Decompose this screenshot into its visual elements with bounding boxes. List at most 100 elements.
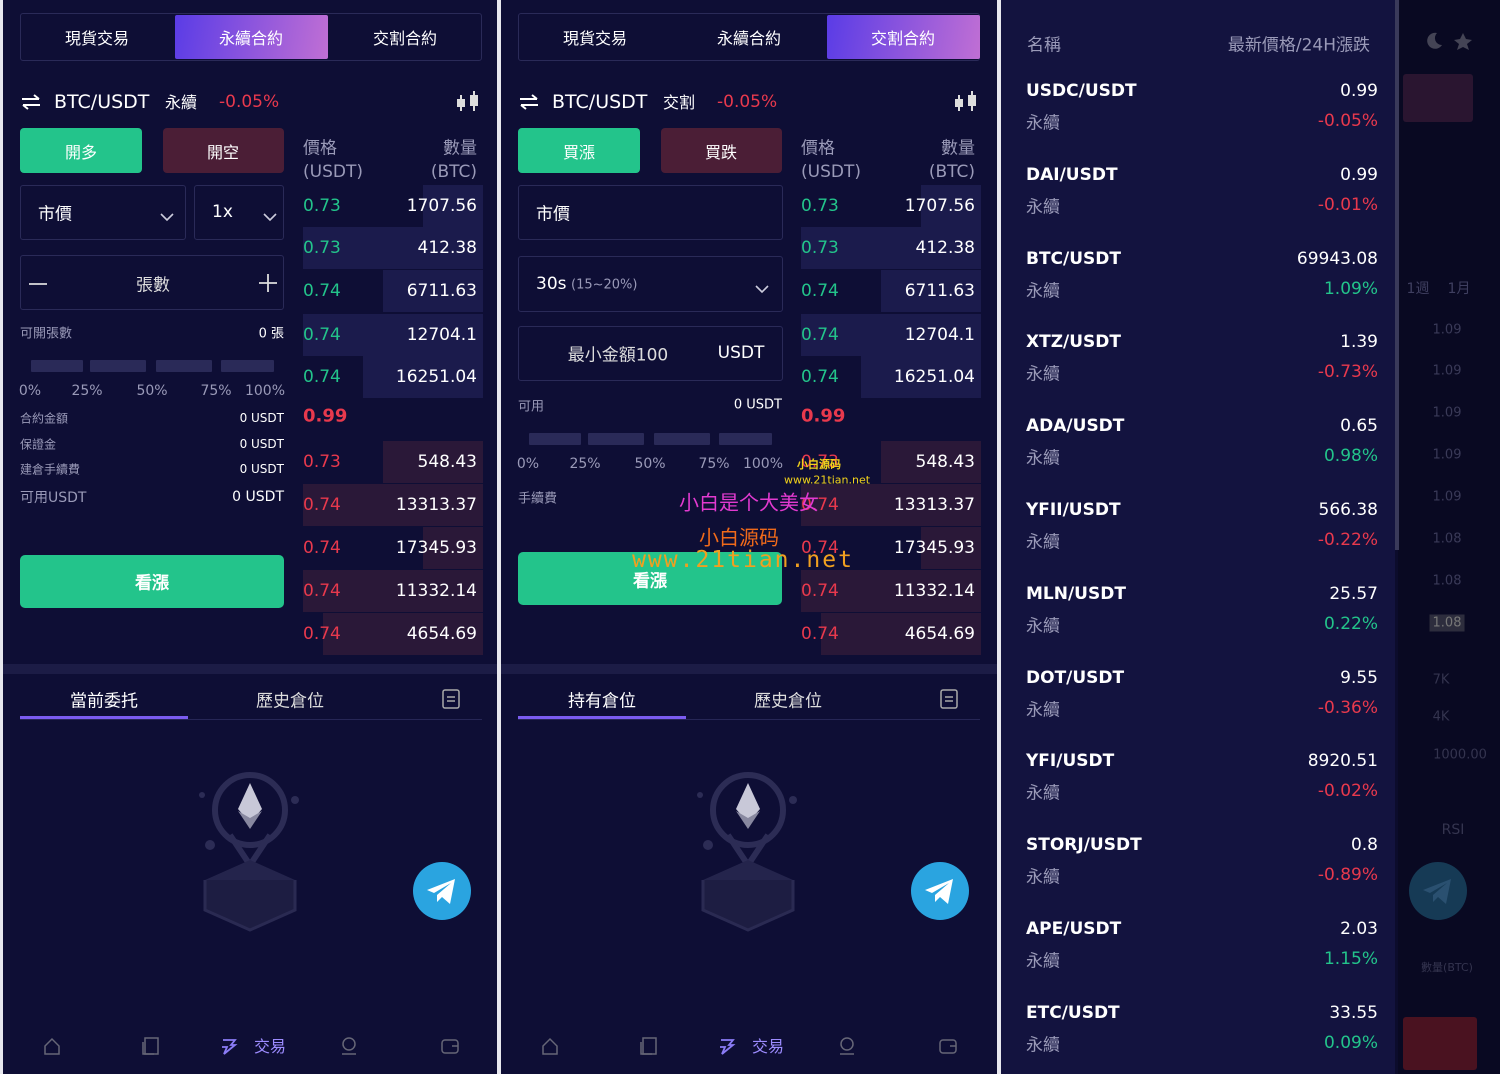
slider-segment[interactable] [719,433,772,445]
slider-segment[interactable] [221,360,274,372]
period[interactable]: 30s [536,274,567,294]
nav-icon[interactable] [440,1036,460,1056]
change[interactable]: -0.02% [1317,781,1378,802]
pair[interactable]: STORJ/USDT [1026,835,1142,856]
kline-icon[interactable] [953,90,979,114]
buy-label[interactable]: 買漲 [562,143,596,162]
nav-icon[interactable] [540,1036,560,1056]
slider-segment[interactable] [31,360,83,372]
slider-segment[interactable] [90,360,146,372]
contract-type[interactable]: 永續 [1026,448,1060,469]
sell-button[interactable] [163,128,284,173]
nav-icon[interactable] [837,1036,857,1056]
contract-type[interactable]: 永續 [1026,364,1060,385]
percent-label[interactable]: 0% [516,456,540,472]
percent-label[interactable]: 50% [136,383,168,399]
price[interactable]: 0.99 [1340,164,1378,185]
change[interactable]: -0.01% [1317,194,1378,215]
percent-label[interactable]: 75% [200,383,232,399]
amount-input[interactable] [518,326,783,381]
nav-label[interactable]: 交易 [752,1037,785,1056]
telegram-button[interactable] [413,862,471,920]
amount-unit[interactable]: USDT [717,343,765,363]
price[interactable]: 1.39 [1340,332,1378,353]
contract-type[interactable]: 永續 [1026,532,1060,553]
percent-label[interactable]: 25% [71,383,103,399]
nav-icon[interactable] [219,1036,239,1056]
percent-label[interactable]: 100% [742,456,784,472]
pair[interactable]: BTC/USDT [1026,248,1121,269]
buy-button[interactable] [518,128,640,173]
pair[interactable]: ETC/USDT [1026,1002,1120,1023]
nav-icon[interactable] [639,1036,659,1056]
period-range[interactable]: (15~20%) [571,277,638,293]
record-icon[interactable] [442,689,460,709]
price[interactable]: 9.55 [1340,667,1378,688]
record-icon[interactable] [940,689,958,709]
change[interactable]: 1.09% [1323,278,1378,299]
change[interactable]: -0.22% [1317,530,1378,550]
bottom-tab[interactable]: 持有倉位 [568,691,636,712]
submit-button[interactable] [20,555,284,608]
tab[interactable]: 永續合約 [218,29,284,48]
pair[interactable]: APE/USDT [1026,919,1122,939]
percent-label[interactable]: 75% [698,456,730,472]
order-type-input[interactable] [518,185,783,240]
change[interactable]: 0.98% [1323,446,1378,467]
tab[interactable]: 交割合約 [870,29,936,48]
order-type-select[interactable] [20,185,186,240]
change[interactable]: 1.15% [1323,949,1378,969]
kline-icon[interactable] [455,90,481,114]
change[interactable]: 0.22% [1323,613,1378,634]
change[interactable]: -0.05% [1317,111,1378,131]
nav-label[interactable]: 交易 [254,1037,287,1056]
price[interactable]: 0.65 [1340,416,1378,437]
plus[interactable] [258,273,278,293]
min-amount[interactable]: 最小金額100 [567,345,669,366]
pair[interactable]: XTZ/USDT [1026,332,1121,353]
contract-type[interactable]: 永續 [1026,700,1060,721]
slider-segment[interactable] [156,360,212,372]
contract-type[interactable]: 永續 [1026,951,1060,972]
bottom-tab[interactable]: 歷史倉位 [256,691,324,712]
sell-label[interactable]: 開空 [206,143,240,162]
tab[interactable]: 現貨交易 [64,29,130,48]
price[interactable]: 25.57 [1329,583,1378,604]
slider-segment[interactable] [529,433,581,445]
pair[interactable]: ADA/USDT [1026,416,1125,437]
pair[interactable]: DAI/USDT [1026,164,1118,185]
contract-type[interactable]: 永續 [1026,867,1060,888]
qty-input[interactable] [20,255,284,310]
price[interactable]: 2.03 [1340,919,1378,939]
submit-button[interactable] [518,552,782,605]
tab[interactable]: 永續合約 [716,29,782,48]
percent-label[interactable]: 50% [634,456,666,472]
contract-type[interactable]: 永續 [1026,783,1060,804]
price[interactable]: 69943.08 [1296,248,1378,269]
pair[interactable]: YFII/USDT [1026,500,1121,520]
nav-icon[interactable] [717,1036,737,1056]
price[interactable]: 33.55 [1329,1002,1378,1023]
percent-label[interactable]: 25% [569,456,601,472]
leverage[interactable]: 1x [212,202,233,222]
change[interactable]: -0.73% [1317,362,1378,383]
minus[interactable] [28,276,48,290]
slider-segment[interactable] [588,433,644,445]
bottom-tab[interactable]: 當前委托 [70,691,138,712]
tab[interactable]: 現貨交易 [562,29,628,48]
change[interactable]: 0.09% [1323,1032,1378,1053]
slider-segment[interactable] [654,433,710,445]
tab[interactable]: 交割合約 [372,29,438,48]
sell-label[interactable]: 買跌 [704,143,738,162]
nav-icon[interactable] [938,1036,958,1056]
sell-button[interactable] [661,128,782,173]
pair[interactable]: USDC/USDT [1026,81,1137,101]
percent-label[interactable]: 100% [244,383,286,399]
buy-button[interactable] [20,128,142,173]
price[interactable]: 0.99 [1340,81,1378,101]
buy-label[interactable]: 開多 [64,143,98,162]
telegram-button[interactable] [911,862,969,920]
nav-icon[interactable] [42,1036,62,1056]
pair[interactable]: DOT/USDT [1026,667,1125,688]
change[interactable]: -0.36% [1317,697,1378,718]
